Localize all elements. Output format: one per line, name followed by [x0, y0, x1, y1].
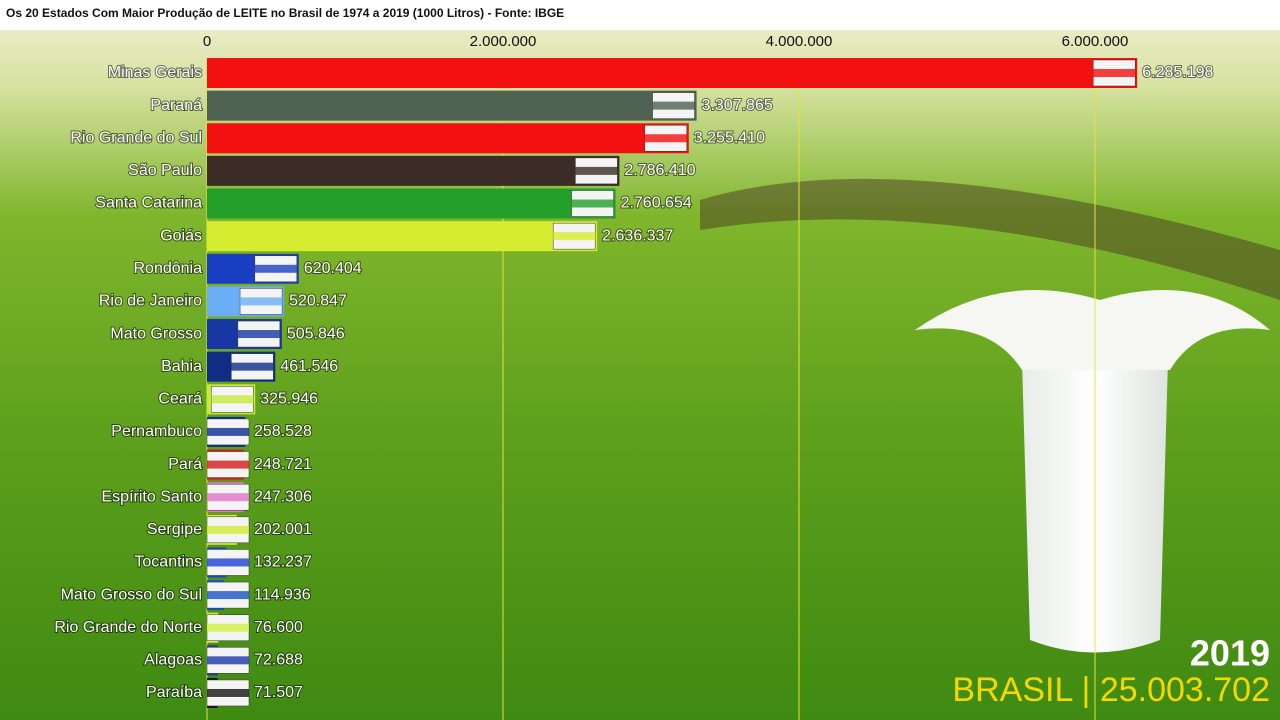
header-band — [0, 0, 1280, 30]
category-label: Ceará — [158, 391, 202, 408]
value-label: 247.306 — [254, 488, 312, 505]
value-label: 132.237 — [254, 554, 312, 571]
value-label: 71.507 — [254, 684, 303, 701]
value-label: 2.760.654 — [621, 195, 692, 212]
flag-stripe — [207, 525, 249, 534]
value-label: 325.946 — [260, 391, 318, 408]
category-label: Santa Catarina — [95, 195, 202, 212]
category-label: Espírito Santo — [102, 488, 203, 505]
bar — [207, 58, 1138, 88]
category-label: Tocantins — [134, 554, 202, 571]
flag-stripe — [553, 232, 596, 241]
flag-stripe — [652, 101, 695, 110]
total-label: BRASIL | 25.003.702 — [952, 671, 1270, 709]
value-label: 3.255.410 — [694, 129, 765, 146]
chart-title: Os 20 Estados Com Maior Produção de LEIT… — [6, 6, 564, 20]
category-label: Goiás — [160, 227, 202, 244]
category-label: Minas Gerais — [108, 64, 202, 81]
value-label: 76.600 — [254, 619, 303, 636]
flag-stripe — [207, 493, 249, 502]
flag-stripe — [231, 362, 274, 371]
category-label: Sergipe — [147, 521, 202, 538]
flag-stripe — [644, 134, 687, 143]
category-label: Rio de Janeiro — [99, 293, 202, 310]
category-label: Mato Grosso — [110, 325, 202, 342]
value-label: 72.688 — [254, 652, 303, 669]
value-label: 505.846 — [287, 325, 345, 342]
flag-stripe — [237, 330, 280, 339]
flag-stripe — [207, 460, 249, 469]
flag-stripe — [211, 395, 254, 404]
value-label: 114.936 — [254, 586, 311, 603]
category-label: Rondônia — [134, 260, 203, 277]
flag-stripe — [207, 558, 249, 567]
bar — [207, 155, 620, 186]
category-label: Paraná — [150, 97, 202, 114]
bar — [207, 221, 598, 252]
flag-stripe — [207, 591, 249, 600]
value-label: 2.786.410 — [624, 162, 695, 179]
x-tick-label: 0 — [203, 33, 211, 50]
value-label: 620.404 — [304, 260, 362, 277]
flag-stripe — [1093, 69, 1136, 77]
flag-stripe — [207, 688, 249, 697]
flag-stripe — [207, 623, 249, 632]
bar — [207, 188, 616, 219]
value-label: 6.285.198 — [1142, 64, 1213, 81]
field-stripe — [700, 178, 1280, 300]
value-label: 461.546 — [280, 358, 338, 375]
category-label: Pará — [168, 456, 202, 473]
flag-stripe — [240, 297, 283, 306]
value-label: 258.528 — [254, 423, 312, 440]
bar — [207, 123, 689, 154]
x-tick-label: 6.000.000 — [1062, 33, 1129, 50]
category-label: Mato Grosso do Sul — [61, 586, 202, 603]
flag-stripe — [207, 656, 249, 665]
value-label: 3.307.865 — [702, 97, 773, 114]
category-label: São Paulo — [128, 162, 202, 179]
category-label: Paraíba — [146, 684, 202, 701]
value-label: 2.636.337 — [602, 227, 673, 244]
milk-splash — [915, 290, 1270, 370]
x-tick-label: 4.000.000 — [766, 33, 833, 50]
category-label: Rio Grande do Norte — [54, 619, 202, 636]
flag-stripe — [571, 199, 614, 208]
bar — [207, 90, 697, 121]
value-label: 520.847 — [289, 293, 347, 310]
year-label: 2019 — [1190, 633, 1270, 674]
value-label: 248.721 — [254, 456, 312, 473]
category-label: Bahia — [161, 358, 202, 375]
flag-stripe — [207, 427, 249, 436]
flag-stripe — [575, 166, 618, 175]
category-label: Alagoas — [144, 652, 202, 669]
value-label: 202.001 — [254, 521, 312, 538]
x-tick-label: 2.000.000 — [470, 33, 537, 50]
category-label: Rio Grande do Sul — [70, 129, 202, 146]
flag-stripe — [254, 264, 297, 273]
category-label: Pernambuco — [111, 423, 202, 440]
